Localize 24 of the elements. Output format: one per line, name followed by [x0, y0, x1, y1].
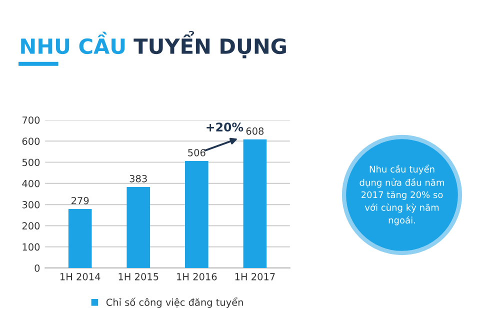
bar	[68, 208, 92, 268]
y-tick-label: 0	[34, 264, 40, 272]
chart-title: NHU CẦU TUYỂN DỤNG	[21, 31, 286, 58]
x-tick-label: 1H 2014	[60, 273, 100, 280]
y-tick-label: 200	[22, 222, 40, 230]
data-label: 608	[246, 127, 264, 135]
bar	[126, 186, 150, 268]
data-label: 383	[130, 174, 147, 182]
x-tick-label: 1H 2016	[177, 273, 217, 280]
y-tick-label: 100	[22, 243, 40, 251]
y-tick-label: 500	[22, 158, 40, 166]
y-tick-label: 600	[22, 138, 40, 145]
data-label: 506	[188, 148, 206, 156]
bar	[185, 160, 208, 268]
x-tick-label: 1H 2015	[118, 273, 158, 280]
y-tick-label: 300	[22, 201, 40, 208]
data-label: 279	[72, 196, 89, 204]
x-tick-label: 1H 2017	[235, 273, 275, 280]
bar	[243, 139, 267, 268]
text: Nhu cầu tuyển dụng nửa đầu năm 2017 tăng 20% so với cùng kỳ năm ngoái.	[360, 164, 444, 226]
y-tick-label: 400	[22, 180, 40, 188]
y-tick-label: 700	[22, 116, 40, 124]
annotation: +20%	[206, 122, 244, 132]
legend-label: Chỉ số công việc đăng tuyển	[106, 297, 243, 308]
